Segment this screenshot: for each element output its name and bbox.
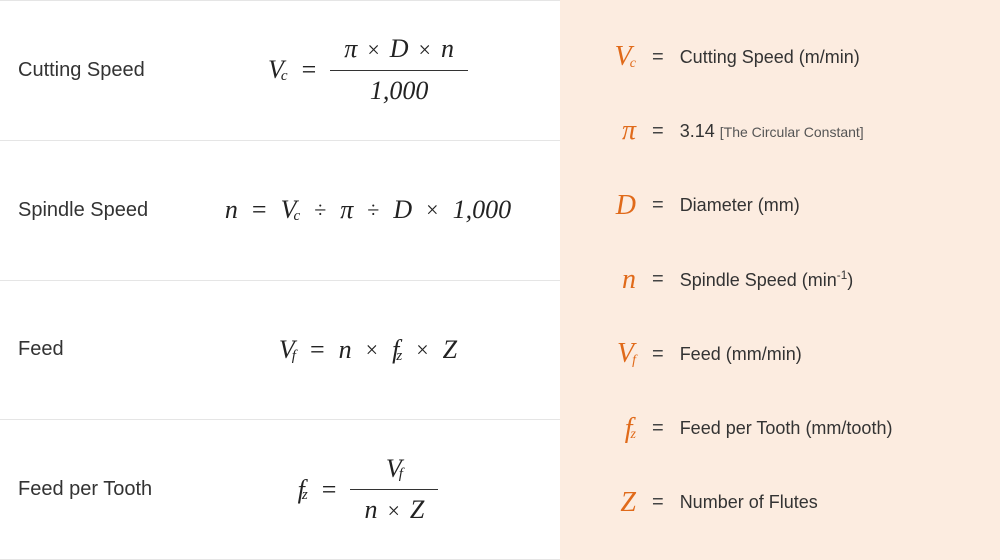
formula-row: Feed per Toothfz=Vfn×Z (0, 419, 560, 559)
legend-symbol: fz (590, 413, 636, 445)
legend-equals: = (652, 46, 664, 69)
formulas-panel: Cutting SpeedVc=π×D×n1,000Spindle Speedn… (0, 0, 560, 560)
legend-row: Z = Number of Flutes (590, 487, 982, 519)
legend-description: Feed per Tooth (mm/tooth) (680, 418, 893, 439)
formula-label: Spindle Speed (18, 199, 188, 222)
legend-symbol: Vc (590, 41, 636, 73)
formula-label: Cutting Speed (18, 59, 188, 82)
formula-row: Spindle Speedn=Vc÷π÷D×1,000 (0, 140, 560, 280)
legend-row: fz = Feed per Tooth (mm/tooth) (590, 413, 982, 445)
legend-row: D = Diameter (mm) (590, 190, 982, 222)
legend-description: Diameter (mm) (680, 195, 800, 216)
legend-symbol: Z (590, 487, 636, 519)
legend-equals: = (652, 343, 664, 366)
legend-symbol: Vf (590, 338, 636, 370)
legend-description: 3.14 [The Circular Constant] (680, 121, 864, 142)
legend-row: Vc = Cutting Speed (m/min) (590, 41, 982, 73)
legend-symbol: π (590, 115, 636, 147)
legend-equals: = (652, 417, 664, 440)
legend-symbol: n (590, 264, 636, 296)
legend-equals: = (652, 268, 664, 291)
formula-row: FeedVf=n×fz×Z (0, 280, 560, 420)
legend-panel: Vc = Cutting Speed (m/min) π = 3.14 [The Circ… (560, 0, 1000, 560)
legend-row: Vf = Feed (mm/min) (590, 338, 982, 370)
legend-equals: = (652, 120, 664, 143)
legend-description: Feed (mm/min) (680, 344, 802, 365)
legend-row: n = Spindle Speed (min-1) (590, 264, 982, 296)
formula-label: Feed per Tooth (18, 478, 188, 501)
formula-expression: Vc=π×D×n1,000 (188, 29, 548, 111)
formula-row: Cutting SpeedVc=π×D×n1,000 (0, 0, 560, 140)
legend-description: Cutting Speed (m/min) (680, 47, 860, 68)
legend-equals: = (652, 491, 664, 514)
formula-label: Feed (18, 338, 188, 361)
legend-equals: = (652, 194, 664, 217)
formula-expression: Vf=n×fz×Z (188, 335, 548, 365)
legend-description: Spindle Speed (min-1) (680, 269, 854, 291)
legend-row: π = 3.14 [The Circular Constant] (590, 115, 982, 147)
legend-symbol: D (590, 190, 636, 222)
legend-description: Number of Flutes (680, 492, 818, 513)
formula-expression: n=Vc÷π÷D×1,000 (188, 195, 548, 225)
formula-expression: fz=Vfn×Z (188, 449, 548, 531)
